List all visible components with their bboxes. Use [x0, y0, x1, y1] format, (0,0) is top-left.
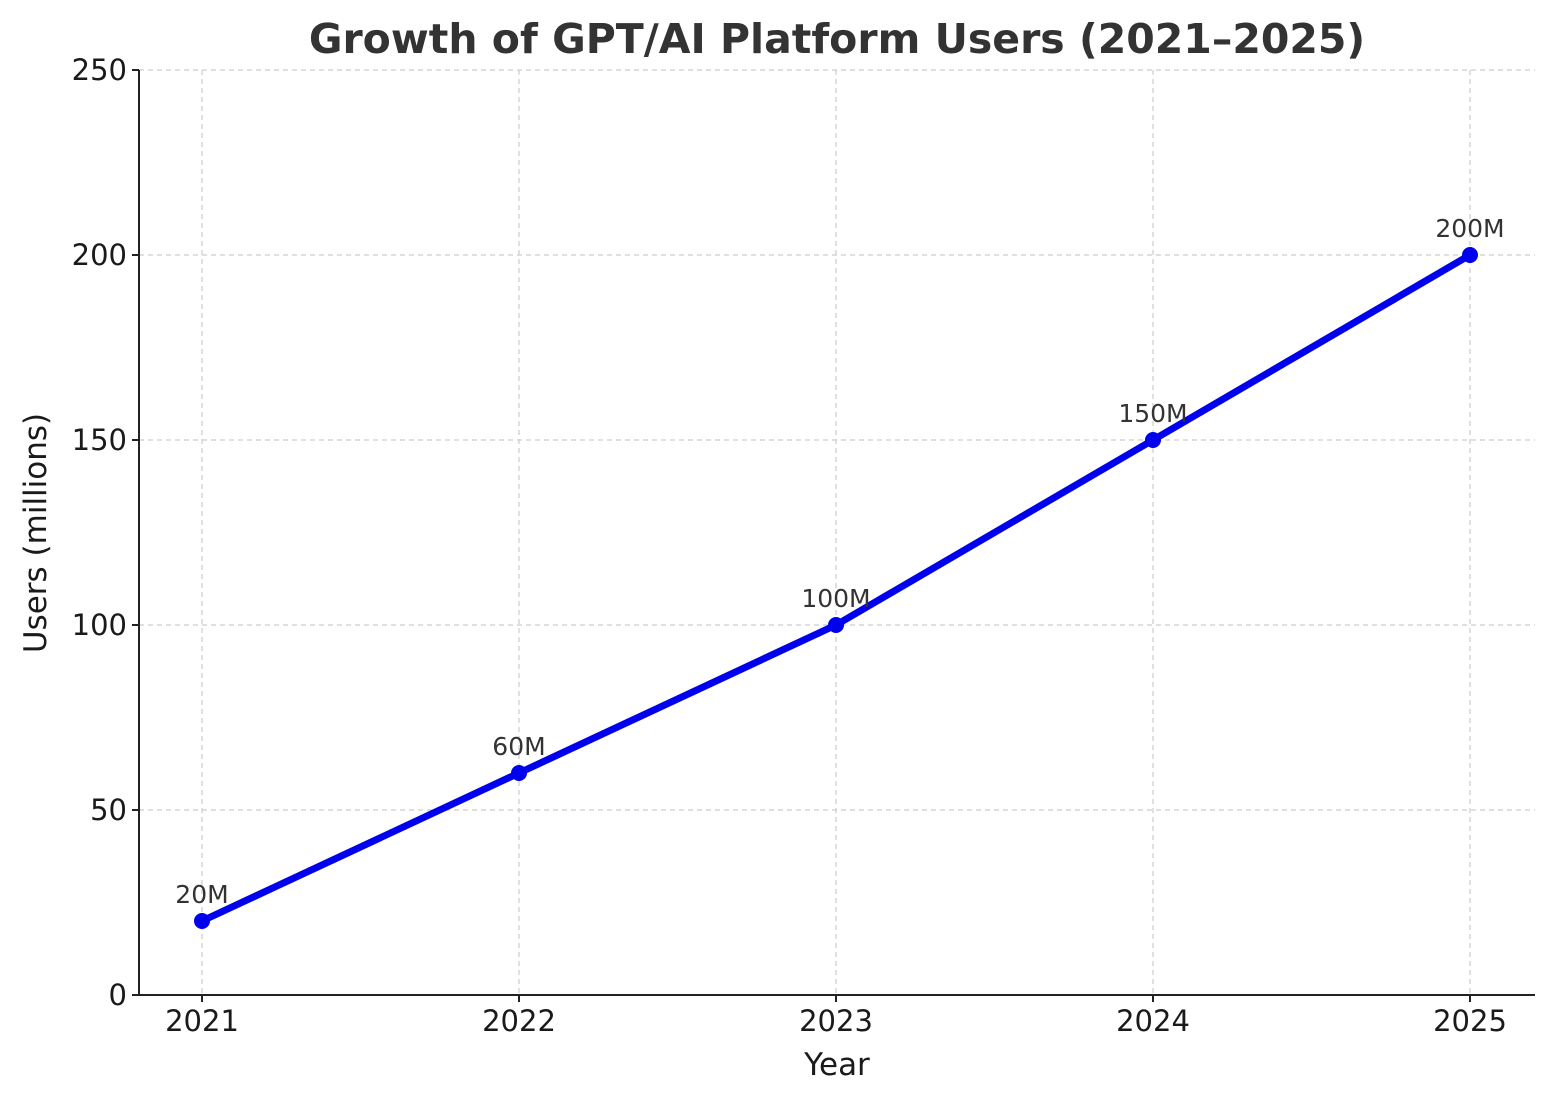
data-point	[511, 765, 527, 781]
chart-title: Growth of GPT/AI Platform Users (2021–20…	[309, 15, 1365, 63]
y-tick-label: 0	[109, 978, 127, 1012]
data-labels: 20M 60M 100M 150M 200M	[175, 214, 1504, 909]
data-label: 200M	[1435, 214, 1504, 243]
y-tick-label: 50	[90, 793, 127, 827]
x-tick-label: 2021	[165, 1004, 239, 1038]
data-point	[194, 913, 210, 929]
y-tick-label: 250	[72, 53, 127, 87]
data-label: 150M	[1118, 399, 1187, 428]
series	[194, 247, 1478, 929]
x-axis-label: Year	[803, 1047, 870, 1083]
ticks: 0 50 100 150 200 250 2021 2022 2023 2024 2025	[72, 53, 1507, 1038]
y-axis-label: Users (millions)	[18, 413, 54, 653]
x-tick-label: 2025	[1433, 1004, 1507, 1038]
y-tick-label: 150	[72, 423, 127, 457]
x-tick-label: 2023	[799, 1004, 873, 1038]
data-point	[828, 617, 844, 633]
y-tick-label: 100	[72, 608, 127, 642]
x-tick-label: 2022	[482, 1004, 556, 1038]
y-tick-label: 200	[72, 238, 127, 272]
data-point	[1462, 247, 1478, 263]
data-label: 100M	[801, 584, 870, 613]
x-tick-label: 2024	[1116, 1004, 1190, 1038]
data-label: 60M	[492, 732, 545, 761]
data-point	[1145, 432, 1161, 448]
data-label: 20M	[175, 880, 228, 909]
